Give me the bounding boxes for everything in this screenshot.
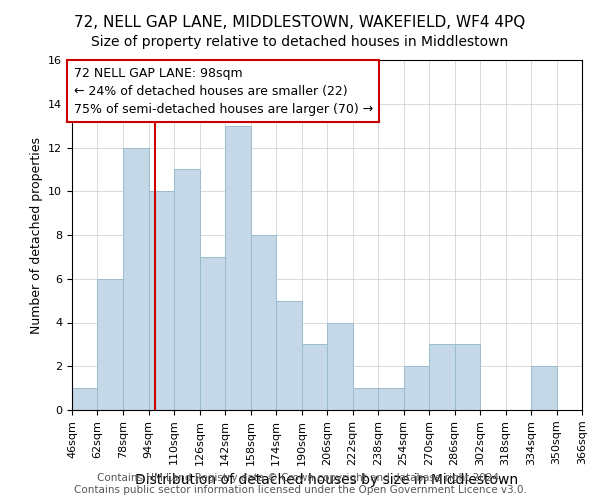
Bar <box>327 322 353 410</box>
Bar <box>404 366 429 410</box>
Text: Contains HM Land Registry data © Crown copyright and database right 2024.
Contai: Contains HM Land Registry data © Crown c… <box>74 474 526 495</box>
Bar <box>225 126 251 410</box>
Y-axis label: Number of detached properties: Number of detached properties <box>29 136 43 334</box>
Bar <box>97 279 123 410</box>
Bar <box>199 257 225 410</box>
Bar <box>174 170 199 410</box>
Bar <box>302 344 327 410</box>
Bar <box>72 388 97 410</box>
Text: 72 NELL GAP LANE: 98sqm
← 24% of detached houses are smaller (22)
75% of semi-de: 72 NELL GAP LANE: 98sqm ← 24% of detache… <box>74 66 373 116</box>
Bar <box>123 148 149 410</box>
Text: 72, NELL GAP LANE, MIDDLESTOWN, WAKEFIELD, WF4 4PQ: 72, NELL GAP LANE, MIDDLESTOWN, WAKEFIEL… <box>74 15 526 30</box>
Bar <box>276 300 302 410</box>
Bar <box>429 344 455 410</box>
Bar <box>149 191 174 410</box>
Bar <box>353 388 378 410</box>
Bar <box>251 235 276 410</box>
Text: Size of property relative to detached houses in Middlestown: Size of property relative to detached ho… <box>91 35 509 49</box>
Bar <box>531 366 557 410</box>
Bar <box>455 344 480 410</box>
Bar <box>378 388 404 410</box>
X-axis label: Distribution of detached houses by size in Middlestown: Distribution of detached houses by size … <box>136 473 518 487</box>
